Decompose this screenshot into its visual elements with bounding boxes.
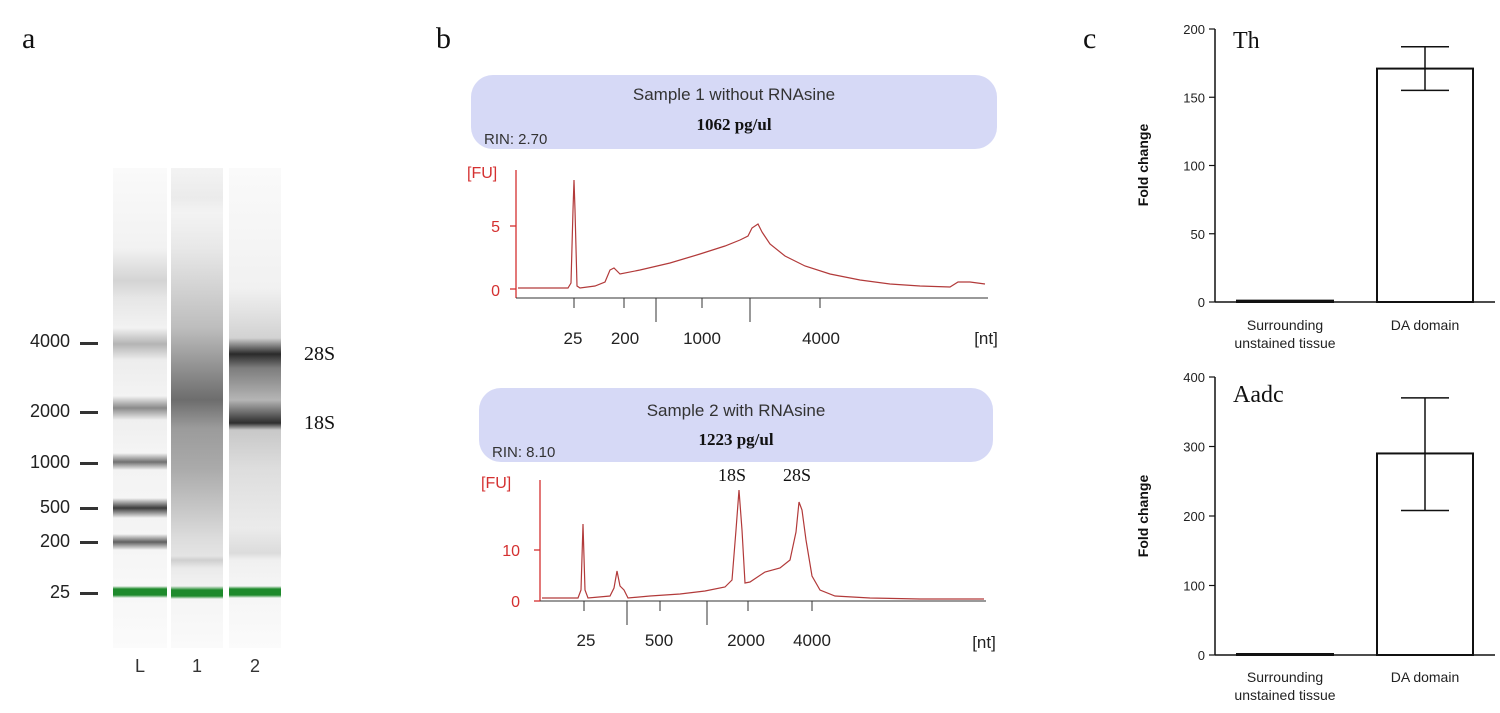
- band-label-18s: 18S: [304, 412, 336, 434]
- bar-chart-y-tick-label: 150: [1183, 90, 1205, 105]
- marker-label: 200: [39, 531, 70, 551]
- sample1-x-tick-label: 4000: [802, 329, 840, 348]
- sample1-title: Sample 1 without RNAsine: [633, 85, 835, 104]
- bar-chart-y-tick-label: 400: [1183, 370, 1205, 385]
- marker-label: 2000: [29, 401, 70, 421]
- panel-b-letter: b: [436, 22, 451, 55]
- bar-chart-y-label: Fold change: [1135, 124, 1151, 207]
- panel-a-letter: a: [22, 22, 36, 55]
- bar-charts-panel: 0 50 100 150 200 Fold change Th Surrounding unst…: [1135, 22, 1495, 703]
- bar-chart-category-label: DA domain: [1391, 317, 1459, 333]
- bar-chart-title: Aadc: [1233, 382, 1284, 408]
- sample1-concentration: 1062 pg/ul: [696, 115, 771, 134]
- bar-chart-y-tick-label: 100: [1183, 579, 1205, 594]
- sample1-x-unit: [nt]: [974, 329, 998, 348]
- sample2-header-box: [479, 388, 993, 462]
- panel-c-letter: c: [1083, 22, 1097, 55]
- sample1-rin: RIN: 2.70: [484, 131, 547, 148]
- sample2-x-unit: [nt]: [972, 633, 996, 652]
- sample1-header-box: [471, 75, 997, 149]
- marker-tick: [80, 462, 98, 465]
- gel-lane-1: [171, 168, 223, 648]
- sample2-x-tick-label: 25: [577, 631, 596, 650]
- sample1-x-tick-label: 1000: [683, 329, 721, 348]
- gel-lane-ladder: [113, 168, 167, 648]
- marker-tick: [80, 507, 98, 510]
- lane-label: 1: [191, 656, 202, 676]
- sample1-y-tick-label: 5: [491, 219, 500, 236]
- marker-tick: [80, 541, 98, 544]
- electropherogram-panel: Sample 1 without RNAsine 1062 pg/ul RIN:…: [467, 75, 998, 652]
- band-label-28s: 28S: [304, 343, 336, 365]
- lane-label: 2: [249, 656, 260, 676]
- sample1-y-unit: [FU]: [467, 165, 497, 182]
- sample2-title: Sample 2 with RNAsine: [647, 401, 826, 420]
- bar-chart-y-tick-label: 0: [1198, 295, 1205, 310]
- bar-chart-y-tick-label: 300: [1183, 440, 1205, 455]
- bar-chart-y-tick-label: 200: [1183, 22, 1205, 37]
- lane-label: L: [134, 656, 145, 676]
- marker-label: 500: [39, 497, 70, 517]
- marker-tick: [80, 411, 98, 414]
- bar-chart-category-label: Surrounding: [1247, 317, 1323, 333]
- gel-image: 4000 2000 1000 500 200 25 28S 18S L 1 2: [0, 0, 440, 713]
- bar: [1236, 653, 1334, 656]
- bar-chart-y-tick-label: 100: [1183, 159, 1205, 174]
- bar-chart-category-label: Surrounding: [1247, 669, 1323, 685]
- bar-chart-title: Th: [1233, 28, 1260, 54]
- sample1-x-ticks: [573, 298, 821, 322]
- marker-label: 1000: [29, 452, 70, 472]
- bar-chart-y-tick-label: 200: [1183, 509, 1205, 524]
- gel-lane-2: [229, 168, 281, 648]
- sample2-x-ticks: [583, 601, 813, 625]
- sample2-x-tick-label: 500: [645, 631, 673, 650]
- sample2-y-tick-label: 10: [502, 543, 520, 560]
- bar-chart-category-label: unstained tissue: [1234, 687, 1335, 703]
- marker-label: 4000: [29, 331, 70, 351]
- bar-chart-category-label: DA domain: [1391, 669, 1459, 685]
- bar: [1376, 67, 1474, 303]
- sample2-rin: RIN: 8.10: [492, 444, 555, 461]
- marker-tick: [80, 342, 98, 345]
- bar: [1236, 299, 1334, 304]
- sample2-concentration: 1223 pg/ul: [698, 430, 773, 449]
- marker-tick: [80, 592, 98, 595]
- bar-chart-y-tick-label: 50: [1191, 227, 1205, 242]
- sample2-trace: [542, 489, 984, 600]
- sample1-y-tick-label: 0: [491, 283, 500, 300]
- marker-label: 25: [49, 582, 70, 602]
- sample2-x-tick-label: 4000: [793, 631, 831, 650]
- sample2-peak-label-18s: 18S: [718, 465, 746, 485]
- bar-chart-category-label: unstained tissue: [1234, 335, 1335, 351]
- sample1-trace: [518, 179, 986, 289]
- bar-chart-y-label: Fold change: [1135, 475, 1151, 558]
- bar-chart-y-tick-label: 0: [1198, 648, 1205, 663]
- sample1-x-tick-label: 25: [564, 329, 583, 348]
- sample2-y-unit: [FU]: [481, 475, 511, 492]
- sample2-peak-label-28s: 28S: [783, 465, 811, 485]
- sample1-x-tick-label: 200: [611, 329, 639, 348]
- sample2-x-tick-label: 2000: [727, 631, 765, 650]
- sample2-y-tick-label: 0: [511, 594, 520, 611]
